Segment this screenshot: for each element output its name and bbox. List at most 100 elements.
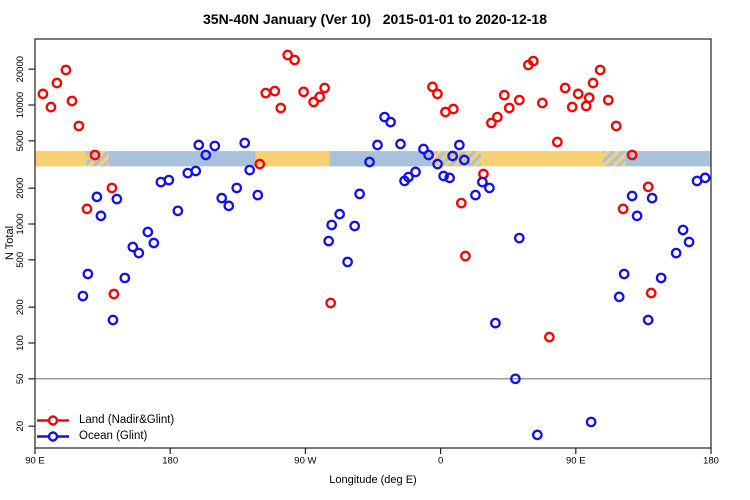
legend-row: Land (Nadir&Glint) <box>36 412 174 428</box>
data-point-land <box>298 86 309 98</box>
x-tick-label: 180 <box>703 456 719 467</box>
data-point-land <box>503 102 515 114</box>
data-point-land <box>51 77 63 89</box>
data-point-ocean <box>458 154 470 166</box>
data-point-land <box>642 181 654 193</box>
x-tick-label: 90 W <box>294 456 316 467</box>
data-point-land <box>455 197 467 209</box>
data-point-ocean <box>447 150 458 162</box>
data-point-ocean <box>111 193 123 205</box>
data-point-ocean <box>190 165 202 177</box>
data-point-ocean <box>395 138 406 150</box>
data-point-ocean <box>531 429 543 441</box>
y-tick-label: 20000 <box>15 56 26 82</box>
data-point-land <box>486 117 497 129</box>
data-point-land <box>269 85 281 97</box>
data-point-ocean <box>209 140 221 152</box>
data-point-ocean <box>119 272 131 284</box>
x-tick-label: 90 E <box>25 456 45 467</box>
y-tick-label: 5000 <box>15 130 26 151</box>
data-point-land <box>289 54 300 66</box>
data-point-ocean <box>223 200 235 212</box>
legend-marker-land <box>37 414 69 426</box>
data-point-land <box>460 250 471 262</box>
data-point-land <box>498 89 510 101</box>
data-point-land <box>572 88 584 100</box>
y-tick-label: 10000 <box>15 92 26 118</box>
data-point-ocean <box>142 226 154 238</box>
data-point-ocean <box>626 190 638 202</box>
strip-segment-mixed <box>602 151 626 167</box>
data-point-land <box>513 94 525 106</box>
strip-segment-land <box>481 151 603 167</box>
data-point-ocean <box>642 314 654 326</box>
data-point-ocean <box>513 232 525 244</box>
data-point-ocean <box>423 149 434 161</box>
data-point-ocean <box>95 210 107 222</box>
data-point-land <box>544 331 555 343</box>
data-point-ocean <box>244 164 256 176</box>
x-tick-label: 0 <box>438 456 443 467</box>
data-point-land <box>580 100 592 112</box>
data-point-land <box>325 297 336 309</box>
legend-label: Land (Nadir&Glint) <box>79 414 175 426</box>
data-point-land <box>610 120 622 132</box>
data-point-land <box>432 88 443 100</box>
data-point-ocean <box>91 191 103 203</box>
legend-row: Ocean (Glint) <box>36 428 174 444</box>
data-point-ocean <box>216 192 228 204</box>
legend-circle <box>47 430 59 442</box>
data-point-land <box>260 87 272 99</box>
strip-segment-ocean <box>329 151 432 167</box>
data-point-land <box>492 111 503 123</box>
data-point-land <box>81 203 93 215</box>
data-point-ocean <box>510 373 521 385</box>
data-point-land <box>617 203 629 215</box>
data-point-land <box>89 149 101 161</box>
data-point-land <box>587 77 599 89</box>
data-point-ocean <box>342 256 353 268</box>
y-tick-label: 500 <box>15 252 26 268</box>
data-point-ocean <box>585 416 597 428</box>
data-point-land <box>66 95 78 107</box>
data-point-ocean <box>454 139 465 151</box>
data-point-ocean <box>477 176 488 188</box>
data-point-ocean <box>613 291 625 303</box>
data-point-ocean <box>677 224 689 236</box>
data-point-land <box>282 49 294 61</box>
data-point-ocean <box>326 219 338 231</box>
x-tick-label: 90 E <box>566 456 586 467</box>
data-point-land <box>448 103 459 115</box>
data-point-land <box>254 158 266 170</box>
data-point-ocean <box>364 156 375 168</box>
data-point-ocean <box>82 268 94 280</box>
data-point-land <box>314 91 326 103</box>
y-tick-label: 50 <box>15 374 26 385</box>
data-point-ocean <box>148 237 160 249</box>
data-point-ocean <box>239 137 251 149</box>
data-point-ocean <box>127 241 139 253</box>
data-point-ocean <box>484 182 495 194</box>
legend-marker-ocean <box>37 430 69 442</box>
data-point-ocean <box>410 166 421 178</box>
data-point-ocean <box>631 210 643 222</box>
data-point-ocean <box>172 205 184 217</box>
data-point-land <box>566 101 578 113</box>
data-point-ocean <box>323 235 335 247</box>
strip-segment-ocean <box>108 151 256 167</box>
data-point-land <box>536 97 548 109</box>
data-point-ocean <box>432 158 443 170</box>
y-tick-label: 200 <box>15 299 26 315</box>
data-point-land <box>73 120 85 132</box>
data-point-ocean <box>646 192 658 204</box>
data-point-land <box>60 64 72 76</box>
data-point-land <box>594 64 606 76</box>
data-point-ocean <box>470 189 481 201</box>
data-point-ocean <box>107 314 119 326</box>
data-point-land <box>427 81 438 93</box>
data-point-land <box>37 88 49 100</box>
data-point-ocean <box>418 143 429 155</box>
data-point-land <box>559 82 571 94</box>
data-point-ocean <box>334 208 346 220</box>
data-point-ocean <box>618 268 630 280</box>
